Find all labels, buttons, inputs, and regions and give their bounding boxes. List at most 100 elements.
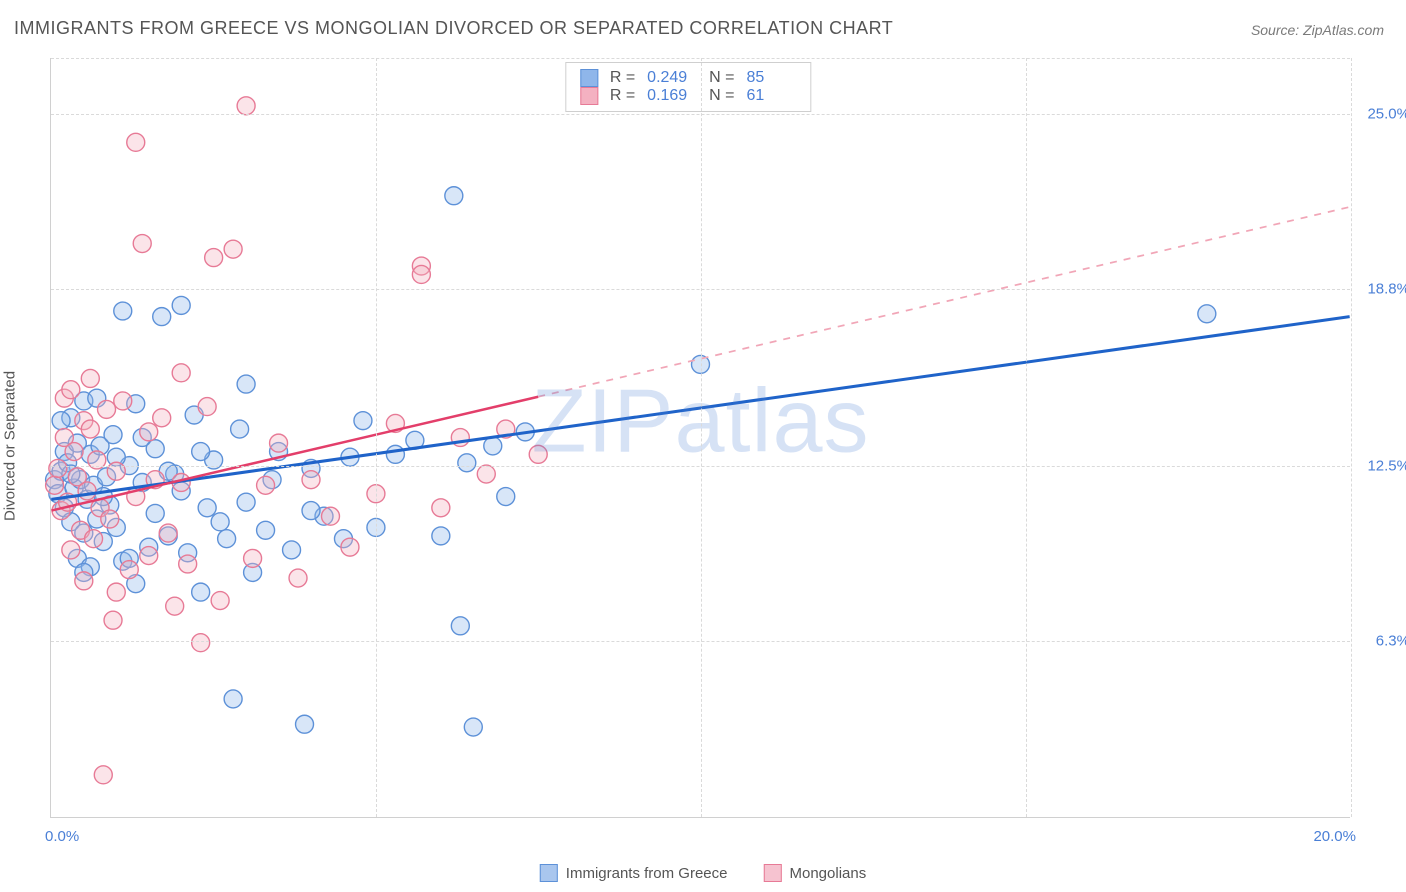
data-point: [140, 423, 158, 441]
data-point: [65, 443, 83, 461]
data-point: [244, 549, 262, 567]
legend-swatch: [580, 69, 598, 87]
data-point: [302, 502, 320, 520]
legend-swatch: [580, 87, 598, 105]
y-tick-label: 25.0%: [1367, 106, 1406, 123]
data-point: [458, 454, 476, 472]
data-point: [78, 482, 96, 500]
data-point: [224, 690, 242, 708]
data-point: [146, 504, 164, 522]
data-point: [101, 510, 119, 528]
data-point: [107, 462, 125, 480]
data-point: [497, 488, 515, 506]
data-point: [432, 499, 450, 517]
data-point: [341, 538, 359, 556]
data-point: [127, 133, 145, 151]
data-point: [270, 434, 288, 452]
data-point: [52, 412, 70, 430]
stat-label-r: R =: [610, 69, 635, 87]
data-point: [62, 541, 80, 559]
data-point: [198, 499, 216, 517]
legend-swatch: [540, 864, 558, 882]
legend-swatch: [764, 864, 782, 882]
data-point: [321, 507, 339, 525]
series-legend: Immigrants from Greece Mongolians: [540, 864, 866, 882]
data-point: [211, 513, 229, 531]
source-attribution: Source: ZipAtlas.com: [1251, 22, 1384, 38]
data-point: [172, 364, 190, 382]
data-point: [257, 521, 275, 539]
y-tick-label: 12.5%: [1367, 458, 1406, 475]
data-point: [133, 235, 151, 253]
gridline-v: [376, 58, 377, 817]
data-point: [412, 265, 430, 283]
x-axis-min-label: 0.0%: [45, 828, 79, 845]
data-point: [237, 97, 255, 115]
stat-label-n: N =: [709, 69, 734, 87]
legend-label: Mongolians: [790, 865, 867, 882]
data-point: [432, 527, 450, 545]
data-point: [192, 443, 210, 461]
data-point: [237, 493, 255, 511]
data-point: [231, 420, 249, 438]
stat-value-n: 85: [747, 69, 797, 87]
data-point: [218, 530, 236, 548]
data-point: [198, 398, 216, 416]
data-point: [104, 611, 122, 629]
data-point: [529, 445, 547, 463]
data-point: [107, 583, 125, 601]
data-point: [354, 412, 372, 430]
data-point: [464, 718, 482, 736]
y-tick-label: 6.3%: [1376, 632, 1406, 649]
data-point: [85, 530, 103, 548]
stats-legend: R = 0.249 N = 85 R = 0.169 N = 61: [565, 62, 812, 112]
data-point: [289, 569, 307, 587]
stats-legend-row: R = 0.249 N = 85: [580, 69, 797, 87]
data-point: [81, 369, 99, 387]
data-point: [237, 375, 255, 393]
data-point: [75, 572, 93, 590]
data-point: [283, 541, 301, 559]
data-point: [114, 302, 132, 320]
data-point: [120, 561, 138, 579]
data-point: [94, 766, 112, 784]
legend-item: Mongolians: [764, 864, 867, 882]
gridline-v: [701, 58, 702, 817]
data-point: [211, 592, 229, 610]
x-axis-max-label: 20.0%: [1313, 828, 1356, 845]
legend-item: Immigrants from Greece: [540, 864, 728, 882]
stat-value-r: 0.249: [647, 69, 697, 87]
chart-title: IMMIGRANTS FROM GREECE VS MONGOLIAN DIVO…: [14, 18, 893, 39]
stat-value-r: 0.169: [647, 87, 697, 105]
data-point: [179, 555, 197, 573]
data-point: [153, 409, 171, 427]
stat-label-n: N =: [709, 87, 734, 105]
data-point: [192, 583, 210, 601]
plot-area: ZIPatlas R =0.249N =85R =0.169N =61 0.0%…: [50, 58, 1350, 818]
data-point: [153, 308, 171, 326]
data-point: [296, 715, 314, 733]
data-point: [477, 465, 495, 483]
y-tick-label: 18.8%: [1367, 280, 1406, 297]
data-point: [192, 634, 210, 652]
y-axis-title: Divorced or Separated: [2, 371, 19, 521]
data-point: [159, 524, 177, 542]
gridline-v: [1026, 58, 1027, 817]
data-point: [386, 445, 404, 463]
data-point: [46, 476, 64, 494]
gridline-v: [1351, 58, 1352, 817]
data-point: [98, 400, 116, 418]
regression-line-extrapolated: [538, 207, 1349, 397]
data-point: [166, 597, 184, 615]
data-point: [1198, 305, 1216, 323]
data-point: [114, 392, 132, 410]
data-point: [140, 547, 158, 565]
stat-label-r: R =: [610, 87, 635, 105]
stat-value-n: 61: [747, 87, 797, 105]
data-point: [104, 426, 122, 444]
data-point: [257, 476, 275, 494]
data-point: [484, 437, 502, 455]
data-point: [62, 381, 80, 399]
data-point: [49, 459, 67, 477]
data-point: [224, 240, 242, 258]
